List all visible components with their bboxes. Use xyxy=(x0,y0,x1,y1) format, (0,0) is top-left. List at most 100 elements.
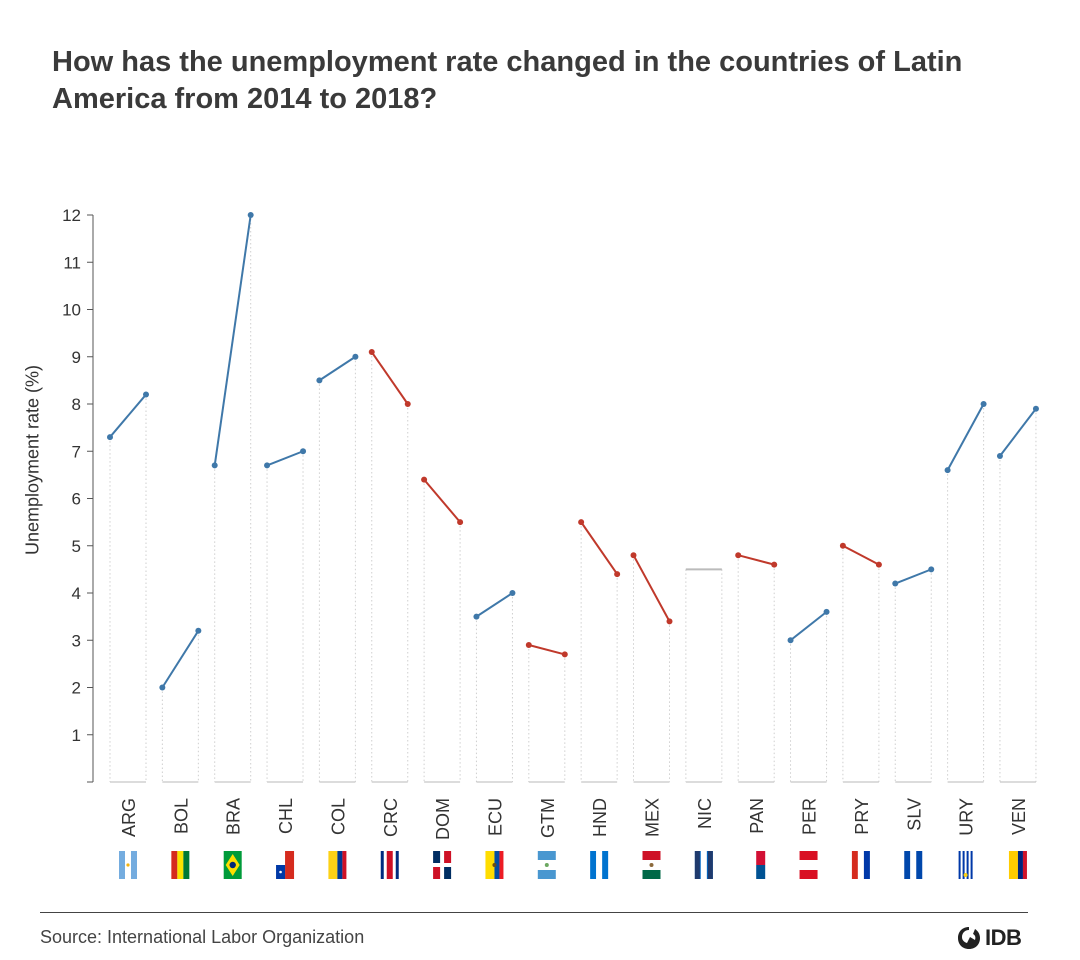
x-tick-label: MEX xyxy=(643,798,663,837)
point-2018-arg xyxy=(143,391,149,398)
slope-line-bra xyxy=(213,214,252,466)
flag-mexico xyxy=(642,851,661,879)
slope-line-ecu xyxy=(475,592,513,618)
y-tick-label: 9 xyxy=(72,348,81,367)
x-tick-label: PER xyxy=(800,798,820,835)
y-tick-label: 7 xyxy=(72,442,81,461)
x-tick-label: CHL xyxy=(276,798,296,834)
flag-paraguay xyxy=(851,851,870,879)
flag-argentina xyxy=(119,851,137,879)
flag-guatemala xyxy=(537,851,556,879)
slope-line-slv xyxy=(894,568,932,585)
point-2014-dom xyxy=(421,476,428,483)
slope-line-col xyxy=(318,355,356,382)
x-tick-label: PRY xyxy=(852,798,872,835)
y-tick-label: 11 xyxy=(63,253,81,272)
idb-logo-icon xyxy=(958,927,980,949)
slope-line-ury xyxy=(946,403,985,471)
flag-chile xyxy=(276,851,295,879)
flag-bolivia xyxy=(171,851,190,879)
point-2014-arg xyxy=(107,434,113,441)
x-tick-label: ARG xyxy=(119,798,139,837)
point-2018-dom xyxy=(457,519,464,526)
idb-logo-text: IDB xyxy=(985,925,1022,950)
x-tick-label: DOM xyxy=(433,798,453,840)
point-2018-col xyxy=(352,353,359,360)
flag-uruguay xyxy=(956,851,975,879)
slope-line-crc xyxy=(370,351,409,405)
slope-line-chl xyxy=(266,450,304,467)
flag-honduras xyxy=(590,851,609,879)
slope-line-per xyxy=(789,611,828,642)
y-tick-label: 8 xyxy=(72,395,81,414)
point-2018-gtm xyxy=(561,651,568,658)
flag-venezuela xyxy=(1008,851,1027,879)
flag-nicaragua xyxy=(694,851,713,879)
slope-line-hnd xyxy=(580,521,618,575)
point-2018-crc xyxy=(404,401,411,407)
idb-logo: IDB xyxy=(956,925,1022,951)
y-tick-label: 5 xyxy=(72,537,81,556)
x-tick-label: BOL xyxy=(171,798,191,834)
flag-costa-rica xyxy=(380,851,399,879)
y-tick-label: 2 xyxy=(72,679,81,698)
point-2018-bol xyxy=(195,627,202,634)
point-2018-pry xyxy=(875,561,882,568)
point-2014-bra xyxy=(211,462,218,469)
flag-peru xyxy=(799,851,818,879)
point-2014-slv xyxy=(892,580,899,587)
x-tick-label: COL xyxy=(328,798,348,835)
point-2014-per xyxy=(787,637,794,644)
footer-divider xyxy=(40,912,1028,913)
y-tick-label: 6 xyxy=(72,490,81,509)
x-tick-label: HND xyxy=(590,798,610,837)
guide-lines xyxy=(109,215,1037,783)
point-2018-mex xyxy=(666,618,673,625)
slope-line-mex xyxy=(632,554,671,622)
point-2014-chl xyxy=(264,462,271,469)
point-2014-mex xyxy=(630,552,637,559)
x-tick-label: VEN xyxy=(1009,798,1029,835)
flag-brazil xyxy=(223,851,242,879)
y-tick-label: 10 xyxy=(62,301,81,320)
x-tick-label: NIC xyxy=(695,798,715,829)
point-2018-chl xyxy=(300,448,307,455)
point-2018-per xyxy=(823,608,830,615)
slope-line-ven xyxy=(999,408,1037,457)
x-axis-labels: ARG BOL BRA CHL COL CRC DOM ECU GTM HND MEX NIC PAN P… xyxy=(119,798,1029,840)
point-2014-pan xyxy=(735,552,742,559)
slope-line-gtm xyxy=(528,644,566,656)
point-2018-ecu xyxy=(509,590,516,596)
point-2018-hnd xyxy=(614,571,621,578)
point-2018-bra xyxy=(247,212,254,218)
point-2014-gtm xyxy=(525,641,532,648)
chart-title: How has the unemployment rate changed in… xyxy=(52,46,963,115)
flag-el-salvador xyxy=(904,851,923,879)
x-tick-label: URY xyxy=(957,798,977,836)
slope-line-pry xyxy=(842,544,880,566)
slope-line-bol xyxy=(161,630,200,689)
point-2018-ven xyxy=(1032,405,1039,412)
y-tick-label: 3 xyxy=(72,631,81,650)
point-2018-pan xyxy=(771,561,778,568)
point-2014-ecu xyxy=(473,613,480,620)
point-2014-hnd xyxy=(578,519,585,526)
flag-dominican-republic xyxy=(433,851,452,879)
point-2014-crc xyxy=(368,349,375,356)
point-2014-bol xyxy=(159,684,166,691)
flag-ecuador xyxy=(485,851,504,879)
x-tick-label: SLV xyxy=(904,798,924,831)
source-note: Source: International Labor Organization xyxy=(40,927,365,947)
x-tick-label: GTM xyxy=(538,798,558,838)
y-tick-label: 1 xyxy=(72,726,81,745)
slope-line-pan xyxy=(737,554,775,566)
y-tick-label: 12 xyxy=(62,206,81,225)
point-2018-ury xyxy=(980,401,987,407)
y-tick-label: 4 xyxy=(72,584,81,603)
point-2014-col xyxy=(316,377,323,384)
x-tick-label: CRC xyxy=(381,798,401,837)
x-tick-label: ECU xyxy=(485,798,505,836)
point-2018-slv xyxy=(928,566,935,573)
